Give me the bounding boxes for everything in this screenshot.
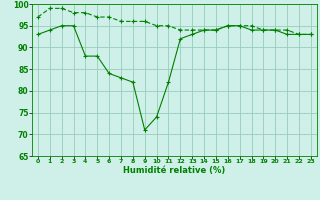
X-axis label: Humidité relative (%): Humidité relative (%)	[123, 166, 226, 175]
